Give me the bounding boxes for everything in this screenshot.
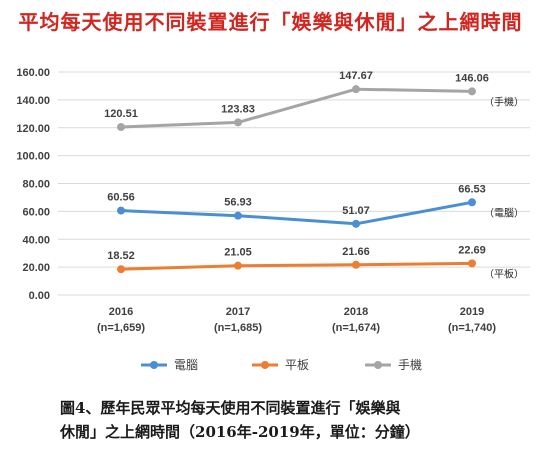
- data-point: [117, 206, 125, 215]
- data-label: 146.06: [455, 72, 489, 84]
- data-label: 123.83: [221, 103, 255, 115]
- y-tick-label: 0.00: [29, 290, 50, 302]
- data-label: 21.66: [342, 246, 370, 258]
- y-tick-label: 40.00: [22, 234, 50, 246]
- series-line-3: [120, 87, 473, 129]
- series-end-label: （平板）: [484, 267, 524, 280]
- chart-title: 平均每天使用不同裝置進行「娛樂與休閒」之上網時間: [18, 10, 523, 34]
- data-label: 51.07: [342, 205, 370, 217]
- data-point: [234, 261, 242, 270]
- data-label: 56.93: [224, 197, 252, 209]
- y-tick-label: 60.00: [22, 206, 50, 218]
- line-chart: 0.00 20.00 40.00 60.00 80.00 100.00 120.00 140.…: [16, 67, 530, 372]
- x-tick-label: 2016: [109, 306, 133, 318]
- series-line-2: [120, 261, 473, 271]
- data-point: [468, 198, 476, 207]
- figure-caption: 圖4、歷年民眾平均每天使用不同裝置進行「娛樂與 休閒」之上網時間（2016年-2…: [60, 396, 500, 444]
- data-label: 60.56: [107, 192, 135, 204]
- data-label: 22.69: [458, 244, 486, 256]
- data-point: [234, 118, 242, 127]
- data-label: 147.67: [339, 70, 373, 82]
- data-label: 18.52: [107, 250, 135, 262]
- caption-line-2: 休閒」之上網時間（2016年-2019年，單位：分鐘）: [60, 423, 420, 441]
- data-point: [117, 123, 125, 132]
- legend-label: 平板: [285, 358, 309, 372]
- y-tick-label: 80.00: [22, 179, 50, 191]
- data-point: [117, 265, 125, 274]
- data-point: [234, 211, 242, 220]
- legend-marker: [261, 361, 269, 369]
- y-tick-label: 140.00: [16, 95, 50, 107]
- x-tick-sublabel: (n=1,659): [97, 322, 145, 334]
- legend-label: 手機: [398, 357, 422, 372]
- data-point: [352, 260, 360, 269]
- data-point: [352, 85, 360, 94]
- series-line-1: [120, 200, 473, 226]
- x-tick-sublabel: (n=1,740): [448, 322, 496, 334]
- x-tick-label: 2017: [226, 306, 250, 318]
- series-end-label: （手機）: [484, 95, 524, 108]
- legend-marker: [150, 361, 158, 369]
- y-tick-label: 100.00: [16, 151, 50, 163]
- data-label: 120.51: [104, 108, 138, 120]
- x-tick-label: 2019: [460, 306, 484, 318]
- data-label: 66.53: [458, 183, 486, 195]
- series-end-label: （電腦）: [484, 206, 524, 219]
- data-label: 21.05: [224, 247, 252, 259]
- x-tick-sublabel: (n=1,674): [332, 322, 380, 334]
- data-point: [468, 259, 476, 268]
- legend-marker: [374, 361, 382, 369]
- y-tick-label: 20.00: [22, 262, 50, 274]
- data-point: [468, 87, 476, 96]
- x-tick-label: 2018: [344, 306, 368, 318]
- legend-label: 電腦: [174, 357, 198, 372]
- y-tick-label: 120.00: [16, 123, 50, 135]
- x-tick-sublabel: (n=1,685): [214, 322, 262, 334]
- data-point: [352, 219, 360, 228]
- y-tick-label: 160.00: [16, 67, 50, 79]
- caption-line-1: 圖4、歷年民眾平均每天使用不同裝置進行「娛樂與: [60, 399, 401, 417]
